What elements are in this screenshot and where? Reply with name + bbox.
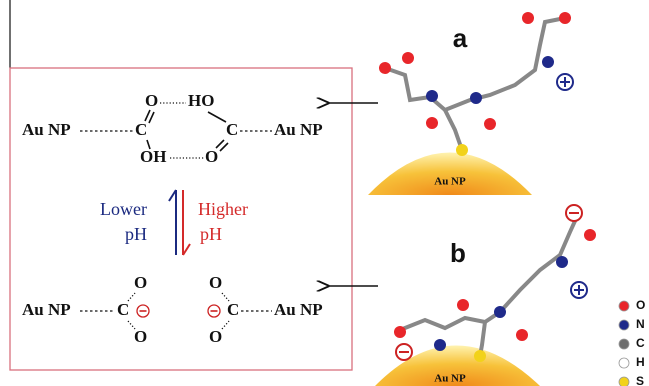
atom-ball — [542, 56, 554, 68]
legend-label: H — [636, 355, 645, 369]
atom: O — [134, 273, 147, 292]
particle-label: Au NP — [274, 120, 323, 139]
atom-ball — [494, 306, 506, 318]
atom-ball — [484, 118, 496, 130]
atom-ball — [584, 229, 596, 241]
atom: O — [205, 147, 218, 166]
atom-ball — [556, 256, 568, 268]
atom-ball — [379, 62, 391, 74]
lower-scheme: Au NP C O O O O C Au NP — [22, 273, 323, 346]
particle-label: Au NP — [22, 120, 71, 139]
scheme-box — [10, 68, 352, 370]
condition-label: Higher — [198, 199, 248, 219]
particle-label: Au NP — [434, 176, 466, 188]
bond — [145, 110, 150, 121]
legend-swatch — [619, 339, 629, 349]
nanoparticle — [368, 153, 532, 196]
atom-ball — [457, 299, 469, 311]
legend-swatch — [619, 358, 629, 368]
legend-swatch — [619, 320, 629, 330]
arrow-head — [183, 244, 190, 255]
atom-ball — [470, 92, 482, 104]
panel-label: a — [453, 23, 468, 53]
model-a: Au NP a — [368, 12, 573, 195]
upper-scheme: Au NP C O HO OH O C Au NP — [22, 91, 323, 166]
equilibrium: Lower pH Higher pH — [100, 190, 248, 255]
atom: C — [117, 300, 129, 319]
molecule-stick — [445, 110, 462, 150]
atom-ball — [394, 326, 406, 338]
atom-ball — [434, 339, 446, 351]
atom-ball — [559, 12, 571, 24]
atom: O — [209, 327, 222, 346]
atom-ball — [402, 52, 414, 64]
bond — [208, 112, 226, 122]
atom-ball — [426, 90, 438, 102]
model-b: Au NP b — [375, 205, 596, 386]
particle-label: Au NP — [22, 300, 71, 319]
atom: O — [145, 91, 158, 110]
atom-ball — [522, 12, 534, 24]
atom: C — [226, 120, 238, 139]
molecule-stick — [400, 210, 580, 330]
partial-bond — [222, 321, 229, 329]
atom: C — [135, 120, 147, 139]
panel-label: b — [450, 238, 466, 268]
legend-label: N — [636, 317, 645, 331]
bond — [220, 143, 228, 151]
condition-label: Lower — [100, 199, 147, 219]
atom-ball — [516, 329, 528, 341]
condition-label: pH — [125, 224, 147, 244]
bond — [149, 112, 154, 123]
legend-label: O — [636, 298, 645, 312]
legend-swatch — [619, 301, 629, 311]
particle-label: Au NP — [274, 300, 323, 319]
legend-swatch — [619, 377, 629, 386]
bond — [216, 140, 224, 148]
atom: HO — [188, 91, 214, 110]
atom-ball — [456, 144, 468, 156]
legend-label: S — [636, 374, 644, 386]
particle-label: Au NP — [434, 373, 466, 385]
atom-ball — [474, 350, 486, 362]
legend-label: C — [636, 336, 645, 350]
figure: Au NP C O HO OH O C Au NP Lower pH Highe… — [0, 0, 649, 386]
atom: OH — [140, 147, 166, 166]
atom: O — [209, 273, 222, 292]
arrow-head — [169, 190, 176, 201]
condition-label: pH — [200, 224, 222, 244]
atom: C — [227, 300, 239, 319]
atom: O — [134, 327, 147, 346]
atom-ball — [426, 117, 438, 129]
